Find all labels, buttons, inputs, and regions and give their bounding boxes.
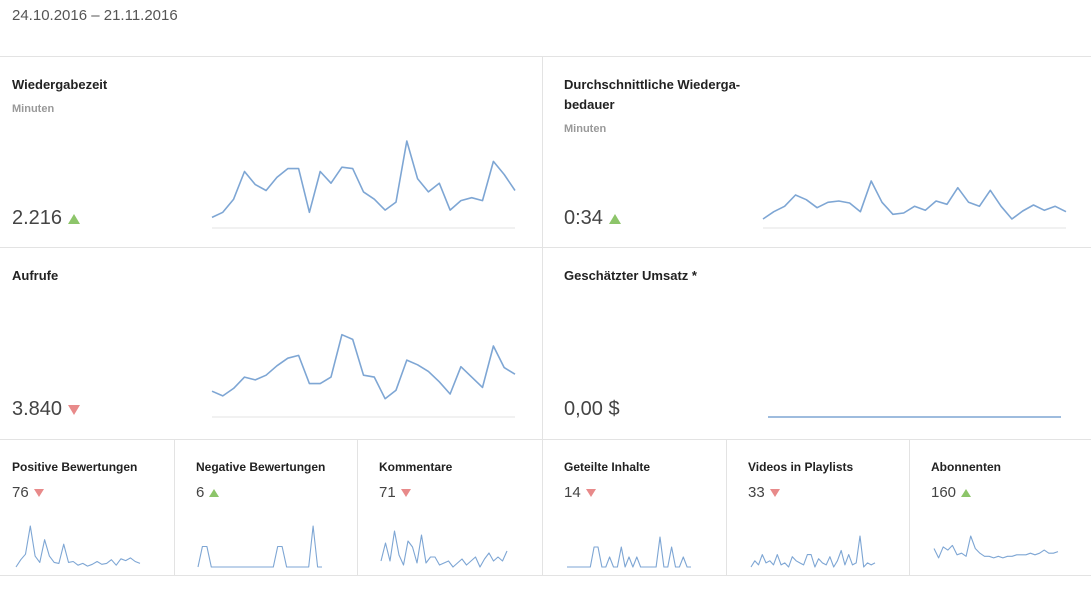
trend-down-icon: [400, 488, 411, 497]
value-text: 71: [379, 484, 396, 501]
series-line: [211, 140, 516, 219]
value-text: 76: [12, 484, 29, 501]
card-videos-in-playlists[interactable]: Videos in Playlists 33: [727, 440, 909, 575]
card-title: Negative Bewertungen: [196, 460, 326, 474]
divider: [542, 57, 543, 575]
divider: [726, 440, 727, 575]
sparkline-chart: [380, 530, 508, 568]
trend-down-icon: [585, 488, 596, 497]
metric-value: 71: [379, 484, 411, 501]
value-text: 3.840: [12, 398, 63, 420]
divider: [0, 575, 1091, 576]
trend-up-icon: [608, 213, 621, 224]
card-title: Aufrufe: [12, 268, 59, 283]
divider: [357, 440, 358, 575]
card-wiedergabezeit[interactable]: Wiedergabezeit Minuten 2.216: [0, 57, 542, 247]
sparkline-chart: [762, 180, 1067, 229]
trend-up-icon: [961, 488, 972, 497]
card-title: Wiedergabezeit: [12, 77, 108, 92]
card-title: Positive Bewertungen: [12, 460, 138, 474]
trend-down-icon: [33, 488, 44, 497]
divider: [174, 440, 175, 575]
sparkline-chart: [567, 536, 691, 568]
metric-value: 6: [196, 484, 220, 501]
card-subtitle: Minuten: [12, 103, 55, 115]
series-line: [15, 525, 141, 568]
series-line: [211, 333, 516, 400]
series-line: [933, 535, 1059, 559]
card-geteilte-inhalte[interactable]: Geteilte Inhalte 14: [543, 440, 726, 575]
metric-value: 3.840: [12, 398, 81, 421]
metric-value: 33: [748, 484, 780, 501]
value-text: 160: [931, 484, 957, 501]
card-subtitle: Minuten: [564, 123, 607, 135]
card-title-line-1: Durchschnittliche Wiederga-: [564, 77, 741, 92]
series-line: [197, 525, 322, 568]
value-text: 2.216: [12, 207, 63, 229]
sparkline-chart: [211, 140, 516, 229]
sparkline-chart: [211, 333, 516, 418]
card-title: Videos in Playlists: [748, 460, 854, 474]
sparkline-chart: [768, 416, 1061, 418]
metric-value: 2.216: [12, 207, 81, 230]
divider: [909, 440, 910, 575]
value-text: 0:34: [564, 207, 603, 229]
card-aufrufe[interactable]: Aufrufe 3.840: [0, 248, 542, 439]
trend-up-icon: [209, 488, 220, 497]
divider: [0, 439, 1091, 440]
card-title: Geteilte Inhalte: [564, 460, 651, 474]
metric-value: 14: [564, 484, 596, 501]
series-line: [750, 535, 876, 568]
sparkline-chart: [197, 525, 322, 568]
metric-value: 76: [12, 484, 44, 501]
series-line: [567, 536, 691, 568]
trend-down-icon: [769, 488, 780, 497]
value-text: 14: [564, 484, 581, 501]
card-negative-bewertungen[interactable]: Negative Bewertungen 6: [175, 440, 357, 575]
card-geschaetzter-umsatz[interactable]: Geschätzter Umsatz * 0,00 $: [543, 248, 1091, 439]
sparkline-chart: [750, 535, 876, 568]
value-text: 33: [748, 484, 765, 501]
sparkline-chart: [933, 535, 1059, 559]
card-kommentare[interactable]: Kommentare 71: [358, 440, 542, 575]
card-title: Kommentare: [379, 460, 453, 474]
card-durchschnittliche-wiedergabedauer[interactable]: Durchschnittliche Wiederga- bedauer Minu…: [543, 57, 1091, 247]
card-title: Geschätzter Umsatz *: [564, 268, 697, 283]
metric-value: 0,00 $: [564, 398, 620, 421]
metric-value: 0:34: [564, 207, 621, 230]
series-line: [762, 180, 1067, 220]
card-abonnenten[interactable]: Abonnenten 160: [910, 440, 1091, 575]
trend-down-icon: [68, 404, 81, 415]
trend-up-icon: [68, 213, 81, 224]
card-title: Abonnenten: [931, 460, 1001, 474]
divider: [0, 247, 1091, 248]
card-positive-bewertungen[interactable]: Positive Bewertungen 76: [0, 440, 174, 575]
sparkline-chart: [15, 525, 141, 568]
card-title: Durchschnittliche Wiederga- bedauer: [564, 75, 740, 115]
metric-value: 160: [931, 484, 972, 501]
series-line: [380, 530, 508, 568]
date-range: 24.10.2016 – 21.11.2016: [12, 7, 178, 24]
divider: [0, 56, 1091, 57]
value-text: 6: [196, 484, 205, 501]
value-text: 0,00 $: [564, 398, 620, 420]
card-title-line-2: bedauer: [564, 97, 615, 112]
